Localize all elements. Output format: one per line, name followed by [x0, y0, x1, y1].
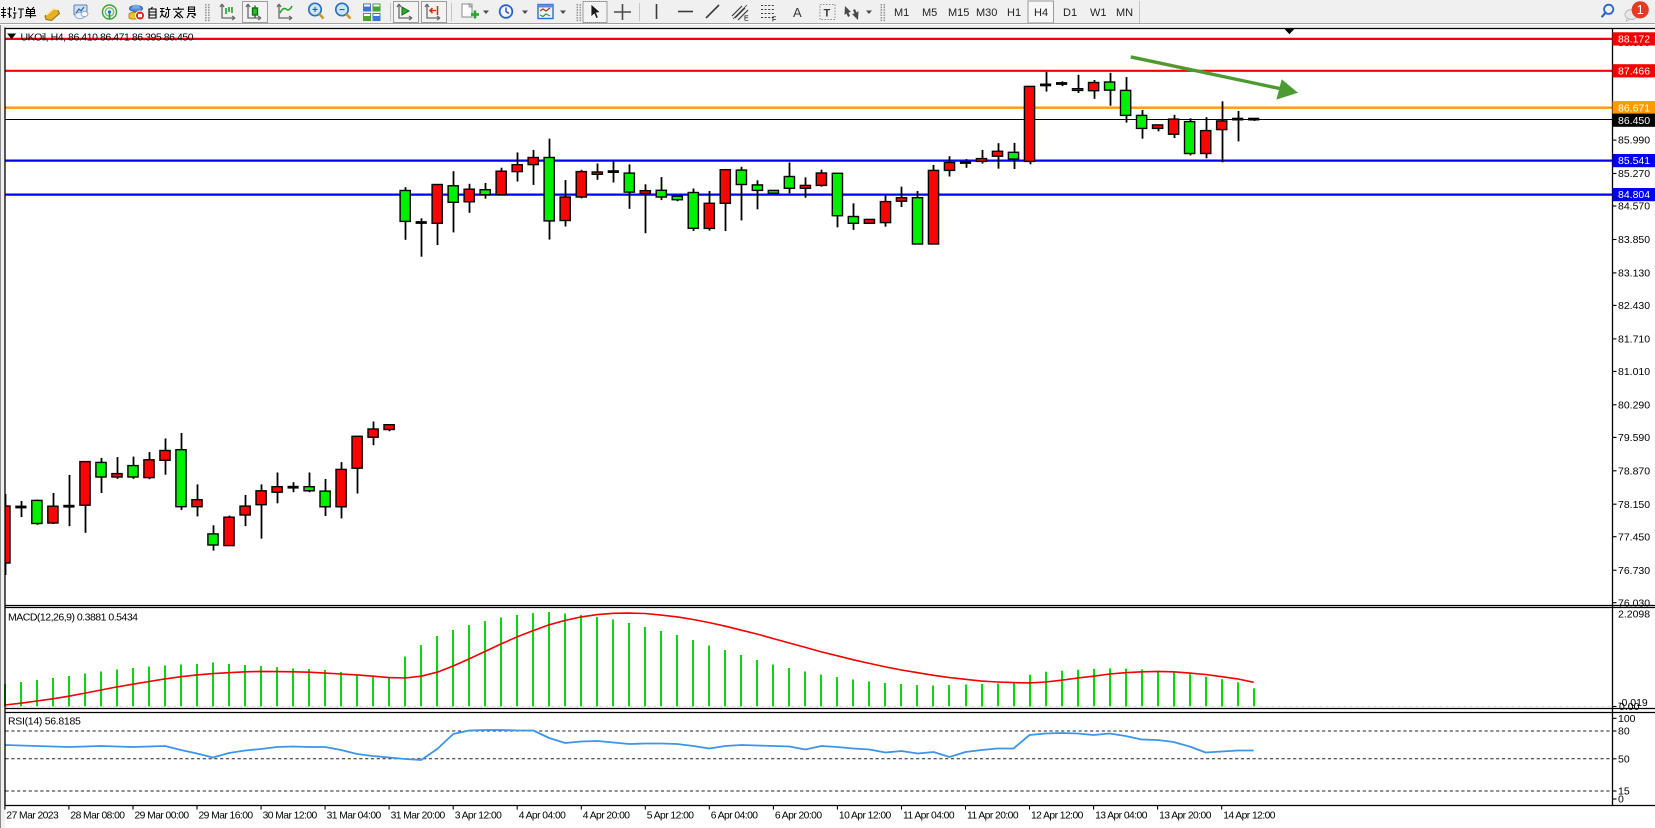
svg-text:0.00: 0.00	[1619, 701, 1640, 713]
svg-text:12 Apr 12:00: 12 Apr 12:00	[1031, 811, 1084, 822]
svg-text:87.466: 87.466	[1618, 65, 1650, 77]
svg-text:31 Mar 04:00: 31 Mar 04:00	[327, 811, 382, 822]
svg-text:RSI(14) 56.8185: RSI(14) 56.8185	[8, 716, 81, 728]
svg-text:MACD(12,26,9) 0.3881 0.5434: MACD(12,26,9) 0.3881 0.5434	[8, 612, 138, 624]
svg-text:85.270: 85.270	[1618, 168, 1650, 180]
svg-text:MN: MN	[1116, 7, 1133, 19]
svg-text:81.710: 81.710	[1618, 334, 1650, 346]
svg-text:78.150: 78.150	[1618, 499, 1650, 511]
svg-text:13 Apr 20:00: 13 Apr 20:00	[1159, 811, 1212, 822]
svg-text:H1: H1	[1007, 7, 1021, 19]
svg-text:82.430: 82.430	[1618, 300, 1650, 312]
svg-text:F: F	[772, 17, 776, 24]
svg-text:100: 100	[1618, 713, 1636, 725]
svg-text:-0.019: -0.019	[1618, 697, 1648, 709]
svg-text:A: A	[793, 5, 802, 20]
svg-text:13 Apr 04:00: 13 Apr 04:00	[1095, 811, 1148, 822]
svg-text:85.541: 85.541	[1618, 155, 1650, 167]
svg-text:80.290: 80.290	[1618, 399, 1650, 411]
svg-text:6 Apr 04:00: 6 Apr 04:00	[711, 811, 758, 822]
svg-text:M5: M5	[922, 7, 937, 19]
svg-text:1: 1	[1637, 3, 1644, 17]
svg-text:27 Mar 2023: 27 Mar 2023	[6, 811, 59, 822]
svg-text:88.172: 88.172	[1618, 34, 1650, 46]
svg-text:77.450: 77.450	[1618, 531, 1650, 543]
svg-text:6 Apr 20:00: 6 Apr 20:00	[775, 811, 822, 822]
svg-text:83.130: 83.130	[1618, 268, 1650, 280]
svg-text:29 Mar 16:00: 29 Mar 16:00	[199, 811, 254, 822]
svg-text:78.870: 78.870	[1618, 465, 1650, 477]
svg-text:M30: M30	[976, 7, 997, 19]
svg-text:76.030: 76.030	[1618, 597, 1650, 609]
svg-text:79.590: 79.590	[1618, 432, 1650, 444]
svg-text:−: −	[339, 5, 345, 16]
svg-text:84.804: 84.804	[1618, 189, 1650, 201]
svg-text:83.850: 83.850	[1618, 234, 1650, 246]
svg-text:29 Mar 00:00: 29 Mar 00:00	[135, 811, 190, 822]
svg-text:D1: D1	[1063, 7, 1077, 19]
svg-text:M1: M1	[894, 7, 909, 19]
svg-text:4 Apr 20:00: 4 Apr 20:00	[583, 811, 630, 822]
svg-text:86.450: 86.450	[1618, 115, 1650, 127]
svg-text:3 Apr 12:00: 3 Apr 12:00	[455, 811, 502, 822]
svg-text:15: 15	[1618, 786, 1630, 798]
svg-text:2.2098: 2.2098	[1618, 608, 1650, 620]
svg-text:M15: M15	[948, 7, 969, 19]
svg-text:81.010: 81.010	[1618, 366, 1650, 378]
svg-text:W1: W1	[1090, 7, 1107, 19]
svg-text:76.730: 76.730	[1618, 565, 1650, 577]
svg-text:86.671: 86.671	[1618, 102, 1650, 114]
svg-text:0: 0	[1618, 794, 1624, 806]
svg-text:28 Mar 08:00: 28 Mar 08:00	[70, 811, 125, 822]
svg-text:H4: H4	[1034, 7, 1048, 19]
svg-text:4 Apr 04:00: 4 Apr 04:00	[519, 811, 566, 822]
svg-text:50: 50	[1618, 753, 1630, 765]
svg-text:85.990: 85.990	[1618, 135, 1650, 147]
svg-text:31 Mar 20:00: 31 Mar 20:00	[391, 811, 446, 822]
svg-text:11 Apr 04:00: 11 Apr 04:00	[903, 811, 955, 822]
svg-text:84.570: 84.570	[1618, 201, 1650, 213]
svg-text:10 Apr 12:00: 10 Apr 12:00	[839, 811, 892, 822]
svg-text:UKOil, H4, 86.410 86.471 86.39: UKOil, H4, 86.410 86.471 86.395 86.450	[21, 32, 194, 44]
svg-text:+: +	[312, 5, 318, 16]
svg-text:30 Mar 12:00: 30 Mar 12:00	[263, 811, 318, 822]
svg-text:14 Apr 12:00: 14 Apr 12:00	[1223, 811, 1276, 822]
svg-text:80: 80	[1618, 726, 1630, 738]
svg-text:E: E	[744, 16, 749, 23]
svg-text:T: T	[824, 8, 831, 20]
svg-text:11 Apr 20:00: 11 Apr 20:00	[967, 811, 1019, 822]
svg-text:5 Apr 12:00: 5 Apr 12:00	[647, 811, 694, 822]
